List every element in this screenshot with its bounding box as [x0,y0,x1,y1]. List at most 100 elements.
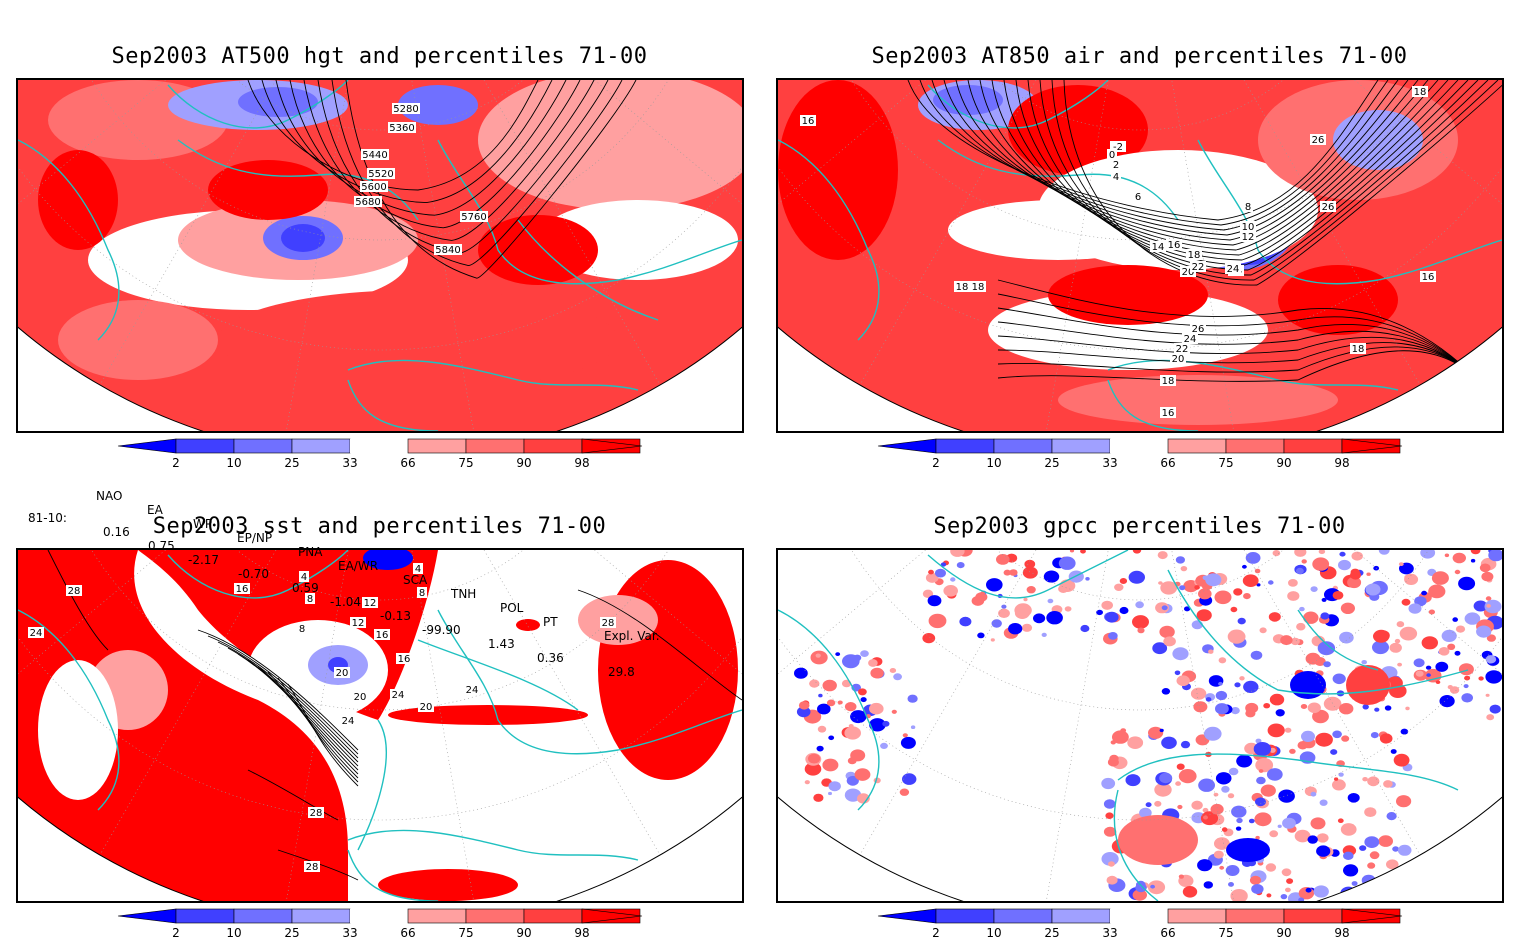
contour-label-box [800,115,816,126]
precip-cell [1347,576,1362,589]
colorbar-tick-label: 90 [516,926,531,940]
precip-cell [1198,588,1212,600]
precip-cell [1339,703,1354,715]
field-patch [1226,838,1270,862]
precip-cell [1397,662,1402,667]
precip-cell [1161,736,1177,749]
precip-cell [1203,815,1208,820]
precip-cell [1139,807,1152,818]
precip-cell [1191,800,1203,810]
contour-label: 8 [299,624,305,635]
colorbar-arrow-high [581,908,643,924]
precip-cell [1378,550,1390,555]
contour-label-box [1243,201,1253,212]
precip-cell [1400,728,1409,735]
index-value-epnp: -0.70 [238,567,270,581]
precip-cell [1340,886,1357,900]
precip-cell [1128,570,1145,584]
precip-cell [1439,695,1455,708]
map-gpcc-fields [778,550,1502,901]
precip-cell [1489,704,1501,714]
precip-cell [1190,687,1207,700]
precip-cell [860,650,869,657]
colorbar-tick-label: 98 [574,926,589,940]
contour-label-box [396,653,412,664]
precip-cell [1196,609,1212,622]
precip-cell [907,694,918,703]
map-hgt: 5280 5360 5440 5520 5600 5680 5760 5840 [16,78,744,433]
precip-cell [1338,772,1344,777]
precip-cell [1208,649,1214,654]
colorbar-tick-label: 33 [342,926,357,940]
precip-cell [1312,709,1329,724]
precip-cell [828,781,841,792]
precip-cell [1221,827,1228,832]
contour-label-box [1180,266,1196,277]
contour-label-box [1170,353,1186,364]
contour-label-box [434,244,462,255]
precip-cell [1021,623,1033,632]
index-value-tnh: -99.90 [422,623,461,637]
precip-cell [1396,795,1412,808]
contour-label: 24 [466,685,479,696]
field-patch [281,224,325,252]
precip-cell [1250,650,1263,660]
precip-cell [1301,730,1315,742]
precip-cell [1362,704,1369,710]
map-sst: 28 24 16 4 8 8 12 16 16 20 20 24 24 28 28 20 24 28 12 4 8 [16,548,744,903]
precip-cell [1305,887,1312,893]
precip-cell [891,709,897,714]
precip-cell [1215,772,1232,785]
precip-cell [922,633,936,644]
precip-cell [1323,661,1331,668]
precip-cell [1205,573,1222,587]
precip-cell [870,667,884,679]
precip-cell [1253,742,1272,756]
precip-cell [1159,625,1175,639]
precip-cell [1228,882,1234,887]
precip-cell [1137,627,1145,634]
colorbar-swatch [523,908,583,924]
precip-cell [1255,797,1266,807]
precip-cell [1233,588,1243,596]
precip-cell [1184,606,1191,612]
precip-cell [980,591,986,596]
precip-cell [1269,693,1285,706]
precip-cell [1413,658,1425,668]
precip-cell [1484,599,1502,614]
precip-cell [1177,804,1183,810]
precip-cell [808,753,821,764]
precip-cell [1334,777,1339,781]
map-air-fields: 16182224261826-2024681012141618202224182… [778,80,1502,431]
colorbar-swatch [465,438,525,454]
precip-cell [1003,569,1011,576]
precip-cell [1101,777,1116,790]
precip-cell [1176,675,1190,686]
colorbar-swatch [1110,909,1168,923]
precip-cell [1103,826,1117,837]
colorbar-tick-label: 33 [342,456,357,470]
precip-cell [1486,604,1491,608]
precip-cell [1485,596,1492,601]
contour-label-box [334,667,350,678]
precip-cell [1132,615,1149,629]
index-header-explvar: Expl. Var. [604,629,660,643]
precip-cell [1175,556,1185,564]
contour-line [217,641,359,759]
colorbar-top-right: 2 10 25 33 66 75 90 98 [876,438,1406,474]
contour-line [997,335,1479,381]
precip-cell [1064,606,1072,612]
precip-cell [925,572,939,583]
precip-cell [1444,553,1450,558]
contour-label-box [1320,201,1336,212]
graticule-meridian [99,550,381,856]
precip-cell [1294,550,1307,557]
contour-label-box [1182,333,1198,344]
precip-cell [1470,550,1481,555]
coastline [1197,139,1502,285]
contour-label-box [1350,343,1366,354]
precip-cell [1347,793,1360,803]
index-value-row: 81-10: 0.16 0.75 -2.17 -0.70 0.59 -1.04 … [0,497,760,679]
precip-cell [1180,566,1188,572]
